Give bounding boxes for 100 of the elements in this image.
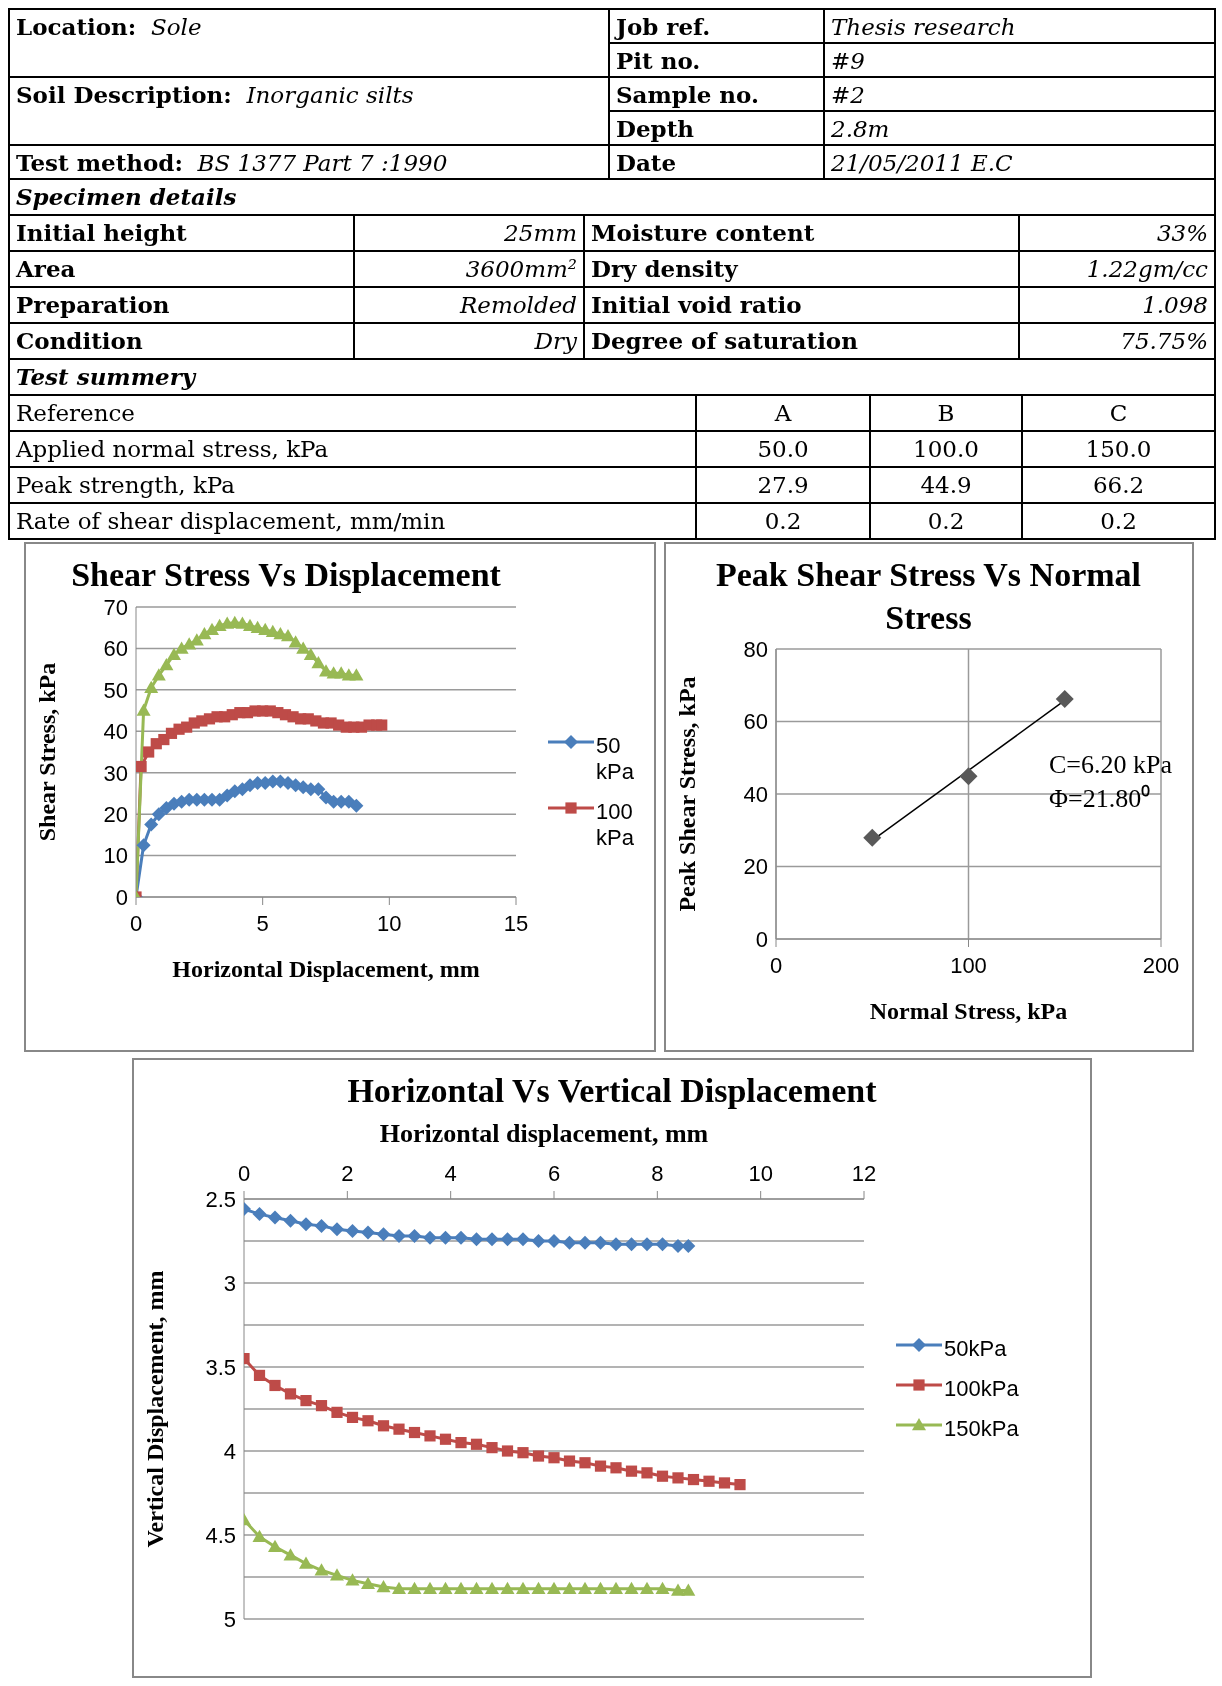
text: Specimen details xyxy=(9,179,1215,215)
point xyxy=(439,1433,452,1445)
point xyxy=(283,1213,298,1228)
legend-label: 100 kPa xyxy=(596,798,635,851)
x-tick-label: 6 xyxy=(547,1160,561,1186)
point xyxy=(593,1235,608,1250)
point xyxy=(959,767,978,786)
text: Pit no. xyxy=(609,43,824,77)
point xyxy=(205,622,219,635)
text: Date xyxy=(609,145,824,179)
point xyxy=(361,1576,375,1589)
point xyxy=(269,1379,281,1391)
x-tick-label: 8 xyxy=(651,1160,664,1186)
text: Inorganic silts xyxy=(246,82,414,108)
point xyxy=(376,1579,391,1592)
x-axis-title: Horizontal displacement, mm xyxy=(378,1118,710,1149)
point xyxy=(252,1206,267,1221)
point xyxy=(1055,690,1074,709)
point xyxy=(407,1581,422,1594)
point xyxy=(578,1581,592,1594)
text: #2 xyxy=(824,77,1215,111)
y-tick-label: 5 xyxy=(223,1606,236,1632)
text: Dry xyxy=(354,323,584,359)
point xyxy=(681,1238,696,1253)
text: Dry density xyxy=(584,251,1019,287)
point xyxy=(610,1461,622,1473)
text: Initial height xyxy=(9,215,354,251)
y-axis-title: Peak Shear Stress, kPa xyxy=(673,676,700,912)
x-tick-label: 100 xyxy=(950,952,987,978)
point xyxy=(136,837,151,852)
y-tick-label: 50 xyxy=(103,677,128,703)
legend-label: 50kPa xyxy=(944,1335,1008,1362)
point xyxy=(531,1233,546,1248)
point xyxy=(311,655,326,668)
point xyxy=(609,1581,623,1594)
text: Applied normal stress, kPa xyxy=(9,431,696,467)
text: 33% xyxy=(1019,215,1215,251)
point xyxy=(863,828,882,847)
point xyxy=(407,1228,422,1243)
y-tick-label: 40 xyxy=(103,718,128,744)
point xyxy=(288,634,303,647)
point xyxy=(734,1478,746,1490)
point xyxy=(423,1581,437,1594)
point xyxy=(516,1231,530,1246)
y-tick-label: 80 xyxy=(743,636,768,662)
y-tick-label: 4 xyxy=(223,1438,236,1464)
point xyxy=(283,1547,298,1560)
point xyxy=(392,1581,406,1594)
point xyxy=(703,1475,715,1487)
point xyxy=(563,1454,576,1467)
y-tick-label: 60 xyxy=(743,709,768,735)
y-tick-label: 70 xyxy=(103,594,128,620)
point xyxy=(640,1581,654,1594)
point xyxy=(284,1387,297,1399)
point xyxy=(655,1236,670,1251)
point xyxy=(438,1230,453,1245)
point xyxy=(361,1225,375,1240)
point xyxy=(349,667,364,681)
point xyxy=(281,628,295,641)
point xyxy=(547,1233,561,1248)
point xyxy=(151,806,166,821)
text: BS 1377 Part 7 :1990 xyxy=(197,150,448,176)
y-tick-label: 60 xyxy=(103,635,128,661)
point xyxy=(314,1218,329,1233)
text: 50.0 xyxy=(696,431,870,467)
y-axis-title: Shear Stress, kPa xyxy=(33,662,60,841)
legend-label: 150kPa xyxy=(944,1415,1020,1442)
point xyxy=(641,1466,653,1478)
text: Sample no. xyxy=(609,77,824,111)
point xyxy=(136,703,151,716)
point xyxy=(144,817,159,831)
point xyxy=(252,1529,267,1542)
point xyxy=(517,1446,529,1458)
legend-label: 100kPa xyxy=(944,1375,1020,1402)
point xyxy=(182,636,197,650)
point xyxy=(671,1238,685,1253)
point xyxy=(485,1581,499,1594)
point xyxy=(562,1235,577,1250)
text: Initial void ratio xyxy=(584,287,1019,323)
point xyxy=(346,1411,359,1423)
x-tick-label: 12 xyxy=(851,1160,877,1186)
point xyxy=(345,1223,360,1238)
y-tick-label: 20 xyxy=(743,854,768,880)
text: 0.2 xyxy=(870,503,1022,539)
point xyxy=(455,1436,467,1448)
point xyxy=(253,1369,266,1381)
text: Soil Description: xyxy=(16,81,232,108)
point xyxy=(315,1399,328,1411)
text: 44.9 xyxy=(870,467,1022,503)
point xyxy=(167,647,181,660)
point xyxy=(454,1581,468,1594)
point xyxy=(578,1235,592,1250)
text: Degree of saturation xyxy=(584,323,1019,359)
point xyxy=(300,1394,312,1406)
point xyxy=(624,1581,639,1594)
text: Location: xyxy=(16,13,137,40)
point xyxy=(656,1470,669,1482)
point xyxy=(501,1444,514,1457)
chart-title: Shear Stress Vs Displacement xyxy=(71,556,501,593)
text: 1.22gm/cc xyxy=(1019,251,1215,287)
